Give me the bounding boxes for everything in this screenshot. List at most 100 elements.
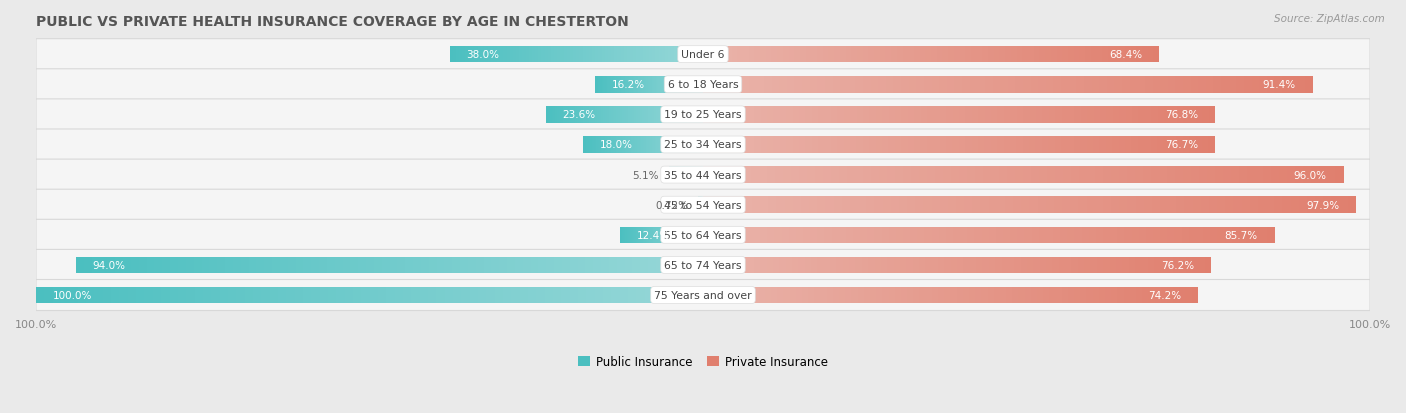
- Bar: [606, 77, 607, 93]
- Bar: [606, 137, 607, 153]
- Bar: [1136, 287, 1143, 304]
- Bar: [599, 77, 600, 93]
- Bar: [972, 107, 979, 123]
- Bar: [1182, 137, 1189, 153]
- Bar: [654, 137, 655, 153]
- Bar: [614, 77, 616, 93]
- Bar: [889, 287, 896, 304]
- Bar: [665, 107, 668, 123]
- Bar: [1042, 107, 1049, 123]
- Bar: [602, 77, 603, 93]
- Bar: [503, 287, 512, 304]
- Bar: [988, 47, 994, 63]
- Bar: [1039, 47, 1046, 63]
- Bar: [838, 107, 844, 123]
- Bar: [780, 137, 786, 153]
- Bar: [1119, 47, 1125, 63]
- Bar: [734, 287, 741, 304]
- Bar: [921, 107, 928, 123]
- Bar: [946, 77, 955, 93]
- Bar: [387, 287, 395, 304]
- Bar: [703, 77, 711, 93]
- Bar: [335, 257, 343, 273]
- Bar: [1017, 107, 1024, 123]
- Bar: [1084, 257, 1091, 273]
- Bar: [1177, 197, 1185, 214]
- Bar: [735, 107, 742, 123]
- Bar: [1128, 197, 1136, 214]
- Bar: [718, 167, 727, 183]
- Bar: [1010, 137, 1017, 153]
- Bar: [927, 167, 935, 183]
- Bar: [852, 287, 858, 304]
- Bar: [501, 47, 503, 63]
- Bar: [1035, 137, 1042, 153]
- Bar: [754, 137, 761, 153]
- Bar: [1018, 287, 1025, 304]
- Bar: [1087, 167, 1095, 183]
- Bar: [616, 107, 619, 123]
- Bar: [765, 287, 772, 304]
- Bar: [620, 287, 628, 304]
- Bar: [1267, 227, 1275, 244]
- Bar: [644, 137, 647, 153]
- Bar: [1253, 227, 1261, 244]
- Bar: [717, 227, 724, 244]
- Bar: [965, 197, 973, 214]
- Bar: [437, 257, 444, 273]
- Bar: [907, 257, 912, 273]
- Bar: [427, 287, 437, 304]
- Bar: [551, 107, 554, 123]
- Bar: [1263, 167, 1271, 183]
- Bar: [1080, 287, 1087, 304]
- Bar: [731, 47, 738, 63]
- FancyBboxPatch shape: [37, 40, 1369, 71]
- Bar: [1239, 167, 1247, 183]
- Bar: [495, 287, 503, 304]
- Bar: [844, 107, 851, 123]
- Bar: [1135, 257, 1142, 273]
- Bar: [786, 137, 793, 153]
- Bar: [603, 77, 605, 93]
- Bar: [1049, 107, 1056, 123]
- Bar: [690, 77, 693, 93]
- Bar: [908, 107, 914, 123]
- Bar: [586, 137, 588, 153]
- Bar: [1198, 257, 1205, 273]
- Bar: [815, 167, 824, 183]
- Bar: [811, 137, 818, 153]
- Bar: [1087, 137, 1094, 153]
- Bar: [1319, 167, 1327, 183]
- Bar: [842, 257, 849, 273]
- Bar: [716, 287, 721, 304]
- Bar: [976, 257, 983, 273]
- Bar: [1031, 77, 1039, 93]
- Bar: [640, 107, 643, 123]
- Bar: [870, 287, 876, 304]
- Bar: [637, 287, 645, 304]
- Bar: [1074, 287, 1081, 304]
- Bar: [650, 107, 652, 123]
- Bar: [1177, 107, 1184, 123]
- Bar: [956, 197, 965, 214]
- Bar: [1154, 257, 1161, 273]
- Bar: [630, 77, 631, 93]
- Bar: [695, 287, 703, 304]
- Bar: [453, 257, 460, 273]
- Bar: [1017, 137, 1024, 153]
- Bar: [817, 227, 825, 244]
- Bar: [1250, 197, 1258, 214]
- Bar: [1144, 107, 1152, 123]
- Bar: [1185, 287, 1192, 304]
- Bar: [695, 77, 696, 93]
- Bar: [814, 287, 821, 304]
- Bar: [1033, 47, 1040, 63]
- Bar: [661, 287, 671, 304]
- Bar: [675, 47, 678, 63]
- Bar: [585, 137, 586, 153]
- Bar: [1161, 287, 1167, 304]
- Bar: [688, 47, 690, 63]
- Bar: [1111, 197, 1119, 214]
- Bar: [1199, 167, 1208, 183]
- Bar: [506, 47, 510, 63]
